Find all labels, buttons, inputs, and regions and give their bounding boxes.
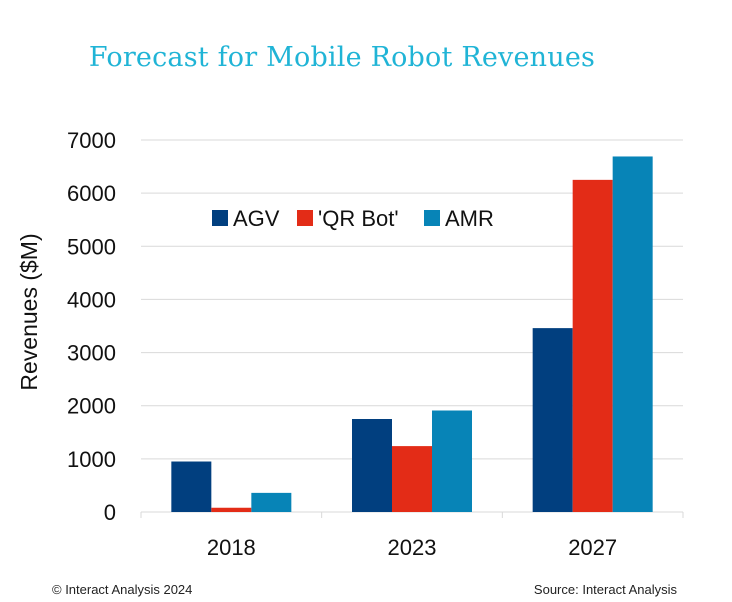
bar-agv-2018 (171, 461, 212, 512)
chart-title: Forecast for Mobile Robot Revenues (88, 42, 596, 73)
copyright-text: © Interact Analysis 2024 (52, 582, 193, 597)
y-tick-label: 1000 (67, 447, 116, 472)
x-tick-label: 2018 (207, 535, 256, 560)
bar-amr-2023 (432, 410, 472, 512)
y-tick-label: 0 (104, 500, 116, 525)
bar-qr-bot-2027 (572, 179, 613, 512)
bar-agv-2027 (532, 328, 573, 512)
bar-qr-bot-2023 (392, 446, 432, 512)
legend-label: AGV (233, 206, 280, 231)
legend-swatch (212, 210, 228, 226)
y-tick-label: 6000 (67, 181, 116, 206)
source-text: Source: Interact Analysis (533, 582, 677, 597)
bar-qr-bot-2018 (211, 507, 252, 512)
axes: 0 1000 2000 3000 4000 5000 6000 7000 2018 2023 202… (67, 128, 684, 560)
x-tick-label: 2023 (388, 535, 437, 560)
x-tick-label: 2027 (568, 535, 617, 560)
y-tick-label: 7000 (67, 128, 116, 153)
bar-agv-2023 (352, 419, 392, 512)
y-tick-label: 3000 (67, 341, 116, 366)
y-axis-label: Revenues ($M) (16, 233, 42, 390)
legend-swatch (424, 210, 440, 226)
legend-swatch (297, 210, 313, 226)
y-tick-label: 2000 (67, 394, 116, 419)
bar-amr-2018 (251, 492, 292, 512)
y-tick-label: 4000 (67, 287, 116, 312)
bars (171, 156, 653, 512)
bar-amr-2027 (612, 156, 653, 512)
legend-label: 'QR Bot' (318, 206, 399, 231)
y-tick-label: 5000 (67, 234, 116, 259)
legend: AGV 'QR Bot' AMR (212, 206, 494, 231)
legend-label: AMR (445, 206, 494, 231)
